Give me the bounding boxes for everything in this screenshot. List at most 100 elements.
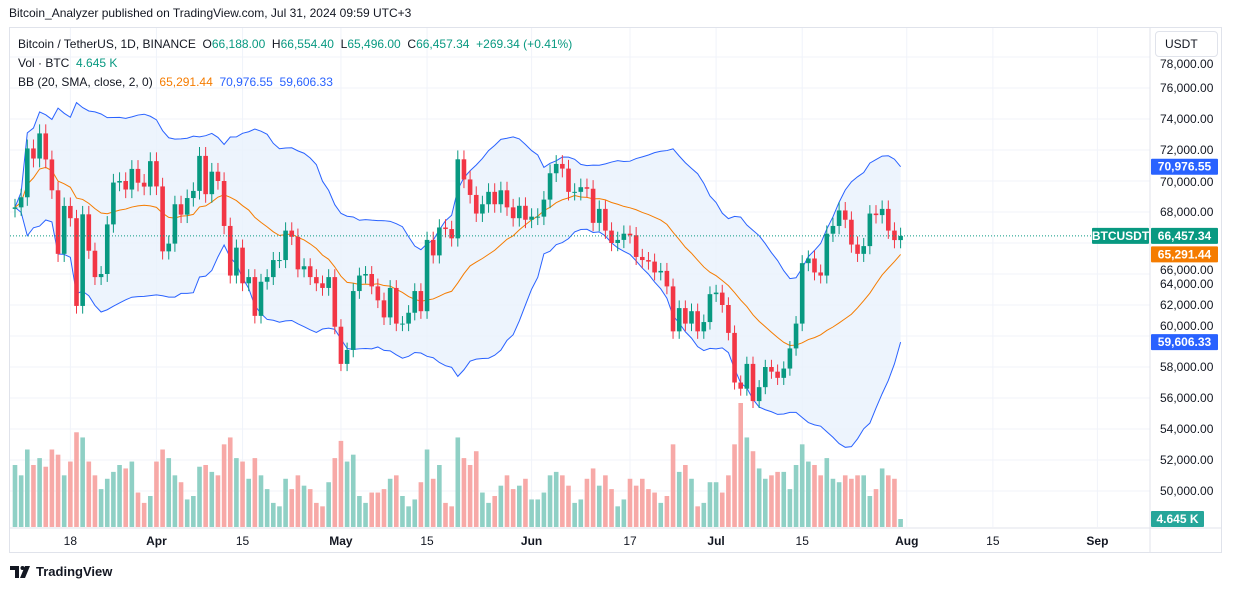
volume-bar — [430, 478, 436, 527]
time-tick-label: 15 — [986, 534, 1000, 548]
bb-label[interactable]: BB (20, SMA, close, 2, 0) — [18, 75, 153, 89]
volume-bar — [886, 475, 891, 527]
candle-body — [104, 224, 110, 274]
volume-bar — [756, 468, 762, 527]
candle-body — [154, 161, 159, 187]
candle-body — [763, 367, 768, 388]
time-tick-label: 15 — [420, 534, 434, 548]
volume-bar — [517, 485, 522, 527]
volume-bar — [394, 475, 399, 527]
volume-label[interactable]: Vol · BTC — [18, 56, 70, 70]
volume-bar — [658, 502, 664, 527]
volume-bar — [713, 482, 719, 527]
currency-button[interactable]: USDT — [1155, 31, 1218, 57]
volume-bar — [387, 478, 393, 527]
volume-bar — [86, 461, 92, 527]
symbol-tag-bg — [1092, 227, 1149, 244]
volume-bar — [683, 465, 688, 527]
candle-body — [664, 270, 670, 287]
candle-body — [418, 291, 424, 312]
change-value: +269.34 (+0.41%) — [476, 37, 573, 51]
volume-bar — [449, 506, 454, 527]
candle-body — [842, 210, 848, 220]
bb-basis-label: 65,291.44 — [1158, 247, 1212, 261]
last-price-label-bg — [1151, 227, 1218, 244]
candle-body — [713, 292, 719, 295]
candle-body — [18, 197, 24, 208]
volume-bar — [818, 475, 823, 527]
volume-bar — [793, 465, 799, 527]
close-label: C — [407, 37, 417, 51]
candle-body — [68, 205, 73, 219]
volume-bar — [541, 492, 547, 527]
volume-bar — [344, 461, 350, 527]
candle-body — [49, 159, 55, 191]
publisher-line: Bitcoin_Analyzer published on TradingVie… — [9, 6, 412, 20]
candle-body — [658, 270, 664, 273]
price-tick-label: 62,000.00 — [1160, 298, 1214, 312]
symbol-row: Bitcoin / TetherUS, 1D, BINANCE O66,188.… — [18, 35, 572, 54]
candle-body — [818, 272, 823, 276]
candle-body — [492, 191, 497, 205]
volume-bar — [855, 475, 860, 527]
volume-bar — [338, 440, 344, 527]
volume-bar — [510, 489, 516, 527]
candle-body — [707, 294, 713, 323]
candle-body — [701, 322, 707, 332]
volume-bar — [560, 475, 565, 527]
bb-basis-value: 65,291.44 — [159, 75, 213, 89]
symbol-name[interactable]: Bitcoin / TetherUS, 1D, BINANCE — [18, 37, 196, 51]
volume-bar — [467, 465, 473, 527]
candle-body — [750, 363, 756, 402]
candle-body — [123, 181, 128, 190]
close-value: 66,457.34 — [416, 37, 470, 51]
candle-body — [406, 312, 411, 324]
candle-body — [197, 155, 202, 191]
candle-body — [892, 230, 897, 241]
candle-body — [553, 163, 559, 174]
bb-upper-label-bg — [1151, 158, 1218, 175]
volume-bar — [547, 475, 553, 527]
volume-bar — [867, 496, 873, 527]
volume-bar — [264, 489, 270, 527]
volume-bar — [609, 489, 614, 527]
candle-body — [400, 323, 405, 325]
price-tick-label: 74,000.00 — [1160, 112, 1214, 126]
volume-bar — [289, 489, 295, 527]
volume-bar — [221, 444, 227, 527]
tradingview-logo[interactable]: TradingView — [10, 564, 112, 579]
volume-bar — [640, 478, 645, 527]
candle-body — [135, 168, 141, 183]
volume-bar — [719, 492, 725, 527]
volume-bar — [154, 461, 159, 527]
legend: Bitcoin / TetherUS, 1D, BINANCE O66,188.… — [18, 35, 572, 92]
candle-body — [769, 367, 774, 372]
chart-frame — [9, 27, 1222, 553]
candle-body — [326, 277, 331, 288]
bb-upper-value: 70,976.55 — [219, 75, 273, 89]
symbol-tag: BTCUSDT — [1092, 229, 1150, 243]
candle-body — [640, 256, 645, 261]
candle-body — [572, 191, 577, 193]
volume-bar — [566, 485, 571, 527]
volume-bar — [670, 444, 676, 527]
candle-body — [412, 291, 418, 313]
candle-body — [375, 286, 381, 301]
candle-body — [437, 227, 442, 256]
volume-bar — [443, 502, 448, 527]
candle-body — [252, 277, 258, 316]
volume-bar — [744, 437, 750, 527]
bb-fill — [15, 102, 901, 448]
candle-body — [824, 233, 830, 276]
volume-bar — [578, 499, 584, 527]
candle-body — [61, 205, 67, 254]
candle-body — [332, 277, 338, 327]
volume-bar — [209, 471, 215, 527]
price-tick-label: 56,000.00 — [1160, 391, 1214, 405]
volume-bar — [369, 492, 374, 527]
volume-bar — [141, 502, 147, 527]
candle-body — [307, 266, 313, 278]
volume-bar — [92, 475, 98, 527]
candle-body — [277, 260, 282, 262]
